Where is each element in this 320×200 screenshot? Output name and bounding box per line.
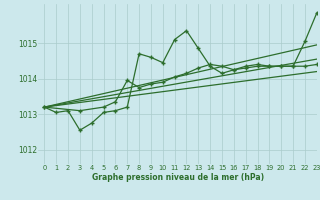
X-axis label: Graphe pression niveau de la mer (hPa): Graphe pression niveau de la mer (hPa) xyxy=(92,173,264,182)
